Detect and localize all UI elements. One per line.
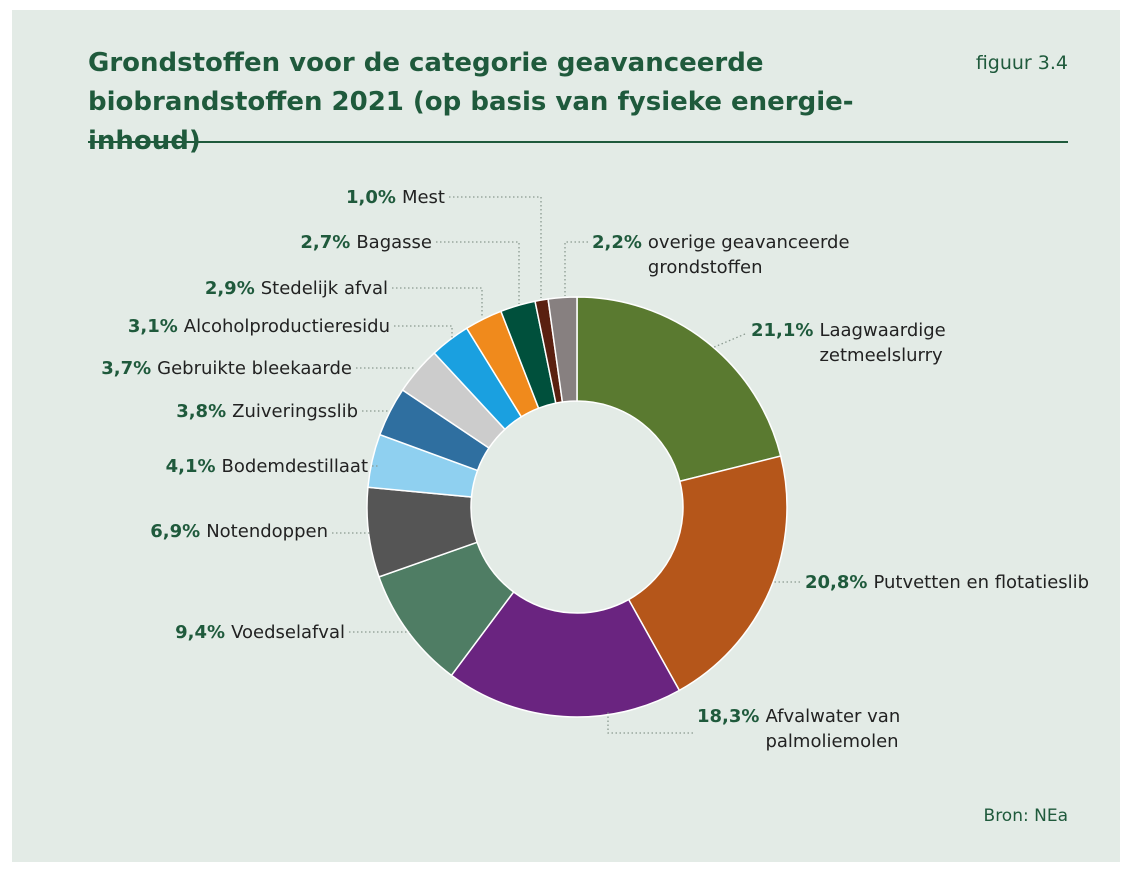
category-label: Stedelijk afval xyxy=(260,278,388,299)
category-label: Voedselafval xyxy=(231,622,345,643)
value-label: 3,1% xyxy=(127,316,178,337)
slice-label: 4,1% Bodemdestillaat xyxy=(166,454,368,479)
category-label: Gebruikte bleekaarde xyxy=(157,358,352,379)
category-label: Bodemdestillaat xyxy=(221,456,368,477)
slice-label: 20,8% Putvetten en flotatieslib xyxy=(805,570,1089,595)
slice-label: 6,9% Notendoppen xyxy=(150,519,328,544)
value-label: 4,1% xyxy=(165,456,216,477)
figure-label: figuur 3.4 xyxy=(975,52,1068,74)
slice-label: 18,3% Afvalwater van palmoliemolen xyxy=(697,704,915,754)
leader-line xyxy=(394,325,453,338)
card: Grondstoffen voor de categorie geavancee… xyxy=(12,10,1120,862)
leader-line xyxy=(436,241,520,304)
category-label: Zuiveringsslib xyxy=(232,401,358,422)
slice-label: 3,8% Zuiveringsslib xyxy=(176,399,358,424)
category-label: Laagwaardige zetmeelslurry xyxy=(819,320,946,366)
donut-slice xyxy=(450,590,681,718)
donut-slice xyxy=(547,296,578,403)
slice-label: 3,1% Alcoholproductieresidu xyxy=(128,314,390,339)
value-label: 2,7% xyxy=(300,232,351,253)
value-label: 6,9% xyxy=(150,521,201,542)
value-label: 20,8% xyxy=(805,572,868,593)
value-label: 18,3% xyxy=(697,706,760,727)
slice-label: 2,9% Stedelijk afval xyxy=(205,276,388,301)
donut-slice xyxy=(627,455,788,692)
category-label: Alcoholproductieresidu xyxy=(183,316,390,337)
source: Bron: NEa xyxy=(983,806,1068,826)
title-rule xyxy=(88,141,1068,143)
leader-line xyxy=(607,712,693,734)
slice-label: 2,7% Bagasse xyxy=(300,230,432,255)
value-label: 2,9% xyxy=(204,278,255,299)
value-label: 9,4% xyxy=(175,622,226,643)
category-label: Afvalwater van palmoliemolen xyxy=(765,706,901,752)
value-label: 2,2% xyxy=(592,232,642,253)
leader-line xyxy=(564,241,588,296)
category-label: Bagasse xyxy=(356,232,432,253)
value-label: 1,0% xyxy=(346,187,396,208)
slice-label: 21,1% Laagwaardige zetmeelslurry xyxy=(751,318,969,368)
slice-label: 1,0% Mest xyxy=(346,185,445,210)
leader-line xyxy=(392,287,483,318)
donut-slice xyxy=(576,296,782,483)
slice-label: 9,4% Voedselafval xyxy=(175,620,345,645)
chart-title: Grondstoffen voor de categorie geavancee… xyxy=(88,48,854,156)
slice-label: 2,2% overige geavanceerde grondstoffen xyxy=(592,230,878,280)
category-label: Putvetten en flotatieslib xyxy=(873,572,1090,593)
value-label: 3,7% xyxy=(101,358,152,379)
value-label: 21,1% xyxy=(751,320,814,341)
slice-label: 3,7% Gebruikte bleekaarde xyxy=(101,356,352,381)
leader-line xyxy=(449,196,542,298)
category-label: Notendoppen xyxy=(206,521,328,542)
category-label: Mest xyxy=(401,187,445,208)
value-label: 3,8% xyxy=(176,401,227,422)
leader-line xyxy=(711,333,746,349)
category-label: overige geavanceerde grondstoffen xyxy=(647,232,850,278)
